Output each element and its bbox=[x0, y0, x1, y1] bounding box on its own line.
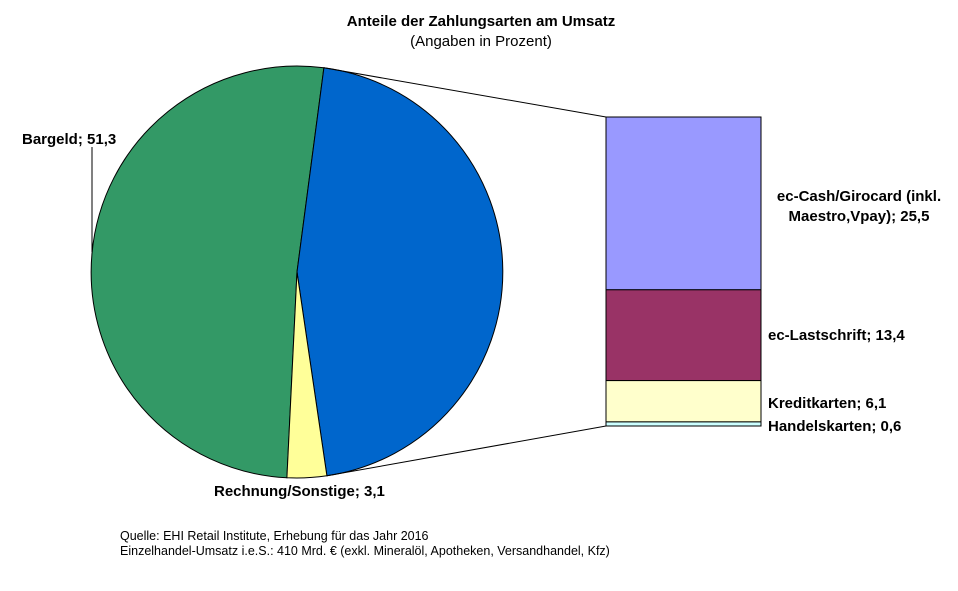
bar-segment-kreditkarten bbox=[605, 380, 762, 423]
pie-slice-rechnung-sonstige bbox=[286, 271, 328, 479]
scope-note: Einzelhandel-Umsatz i.e.S.: 410 Mrd. € (… bbox=[120, 544, 610, 558]
bar-segment-ec-cash-girocard-inkl-maestro-vpay bbox=[605, 116, 762, 291]
connector-line-top bbox=[323, 67, 607, 118]
chart-subtitle: (Angaben in Prozent) bbox=[410, 33, 552, 50]
pie-slice-karten bbox=[296, 67, 504, 477]
bar-segment-ec-lastschrift bbox=[605, 289, 762, 382]
label-rechnung-sonstige: Rechnung/Sonstige; 3,1 bbox=[214, 483, 385, 500]
label-ec-cash-line1: ec-Cash/Girocard (inkl. bbox=[776, 188, 942, 205]
label-bargeld: Bargeld; 51,3 bbox=[22, 131, 117, 148]
label-handelskarten: Handelskarten; 0,6 bbox=[768, 418, 902, 435]
stacked-bar bbox=[605, 116, 762, 427]
label-kreditkarten: Kreditkarten; 6,1 bbox=[768, 395, 887, 412]
label-ec-cash-line2: Maestro,Vpay); 25,5 bbox=[788, 208, 930, 225]
pie-slice-bargeld bbox=[90, 65, 325, 479]
label-ec-lastschrift: ec-Lastschrift; 13,4 bbox=[768, 327, 905, 344]
connector-line-bottom bbox=[326, 425, 607, 477]
source-note: Quelle: EHI Retail Institute, Erhebung f… bbox=[120, 529, 429, 543]
chart-title: Anteile der Zahlungsarten am Umsatz bbox=[346, 13, 616, 30]
label-ec-cash-girocard: ec-Cash/Girocard (inkl. Maestro,Vpay); 2… bbox=[764, 187, 954, 227]
bar-segment-handelskarten bbox=[605, 421, 762, 427]
